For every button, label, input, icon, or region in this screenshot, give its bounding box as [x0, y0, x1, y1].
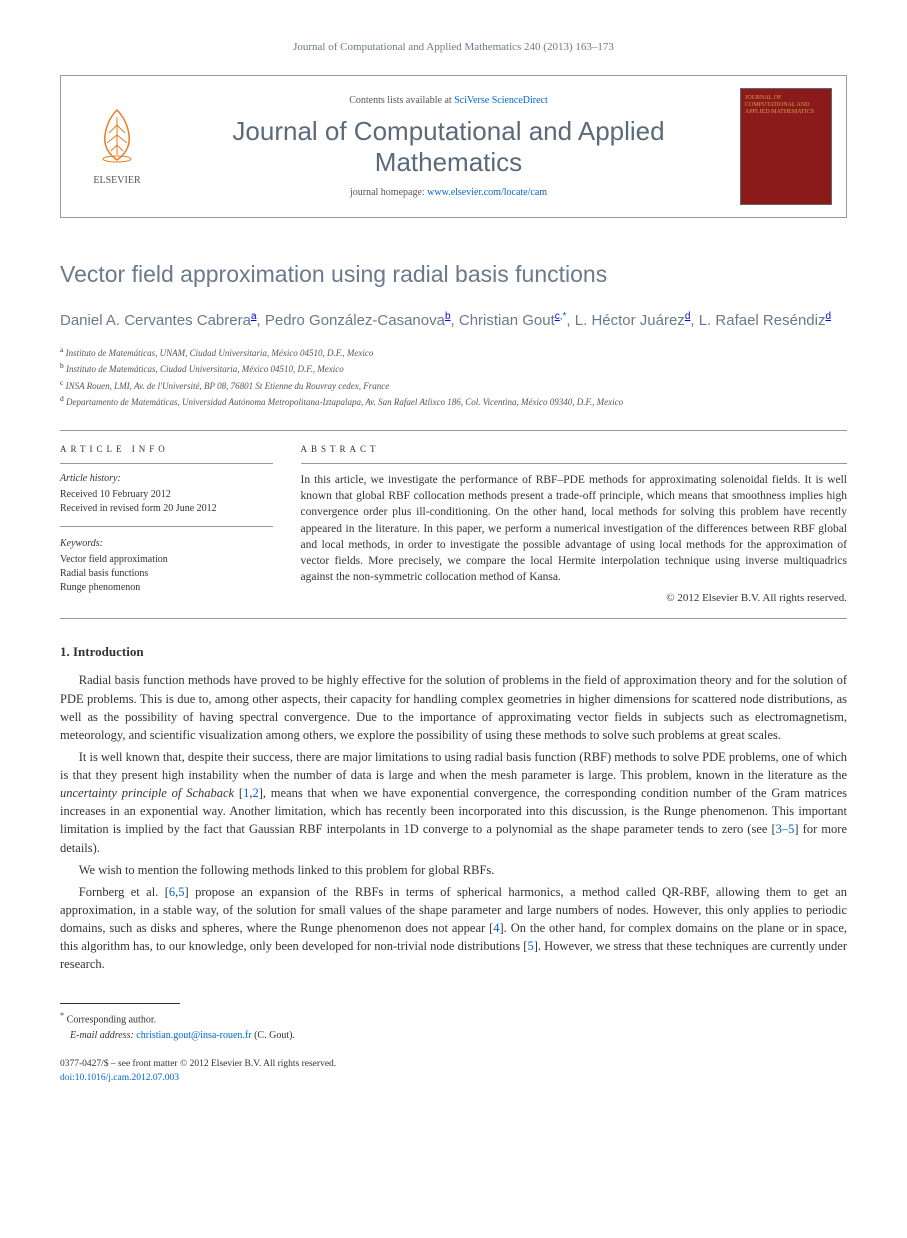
footer-block: 0377-0427/$ – see front matter © 2012 El… [60, 1057, 847, 1086]
author-5-aff: d [825, 311, 831, 322]
author-5: L. Rafael Reséndiz [699, 312, 826, 329]
publisher-block: ELSEVIER [77, 105, 157, 188]
received-date: Received 10 February 2012 [60, 488, 273, 502]
author-1-aff: a [251, 311, 257, 322]
affiliations: a Instituto de Matemáticas, UNAM, Ciudad… [60, 344, 847, 410]
homepage-link[interactable]: www.elsevier.com/locate/cam [427, 187, 547, 198]
author-3: Christian Gout [459, 312, 555, 329]
footnotes: * Corresponding author. E-mail address: … [60, 1010, 847, 1042]
cover-thumbnail: JOURNAL OF COMPUTATIONAL AND APPLIED MAT… [740, 88, 830, 205]
article-history: Article history: Received 10 February 20… [60, 472, 273, 527]
footnote-separator [60, 1003, 180, 1004]
affiliation-c: c INSA Rouen, LMI, Av. de l'Université, … [60, 377, 847, 393]
masthead-center: Contents lists available at SciVerse Sci… [157, 94, 740, 200]
author-4: L. Héctor Juárez [575, 312, 685, 329]
publisher-name: ELSEVIER [77, 174, 157, 188]
revised-date: Received in revised form 20 June 2012 [60, 502, 273, 516]
author-3-aff: c,* [555, 311, 567, 322]
abstract-copyright: © 2012 Elsevier B.V. All rights reserved… [301, 591, 847, 606]
homepage-line: journal homepage: www.elsevier.com/locat… [157, 186, 740, 200]
ref-3-5[interactable]: 3–5 [776, 822, 795, 836]
doi-link[interactable]: doi:10.1016/j.cam.2012.07.003 [60, 1073, 179, 1083]
keywords-block: Keywords: Vector field approximation Rad… [60, 537, 273, 595]
section-1-body: Radial basis function methods have prove… [60, 671, 847, 973]
intro-para-2: It is well known that, despite their suc… [60, 748, 847, 857]
cover-text: JOURNAL OF COMPUTATIONAL AND APPLIED MAT… [741, 89, 831, 121]
doi-line: doi:10.1016/j.cam.2012.07.003 [60, 1071, 847, 1085]
masthead: ELSEVIER Contents lists available at Sci… [60, 75, 847, 218]
history-label: Article history: [60, 472, 273, 486]
affiliation-d: d Departamento de Matemáticas, Universid… [60, 393, 847, 409]
affiliation-b: b Instituto de Matemáticas, Ciudad Unive… [60, 360, 847, 376]
keywords-label: Keywords: [60, 537, 273, 551]
abstract-heading: ABSTRACT [301, 443, 847, 456]
email-line: E-mail address: christian.gout@insa-roue… [60, 1028, 847, 1043]
running-header: Journal of Computational and Applied Mat… [60, 40, 847, 55]
article-info: ARTICLE INFO Article history: Received 1… [60, 431, 285, 619]
article-title: Vector field approximation using radial … [60, 258, 847, 290]
keyword-1: Vector field approximation [60, 553, 273, 567]
intro-para-3: We wish to mention the following methods… [60, 861, 847, 879]
intro-para-1: Radial basis function methods have prove… [60, 671, 847, 744]
section-1-heading: 1. Introduction [60, 643, 847, 661]
keyword-2: Radial basis functions [60, 567, 273, 581]
contents-line: Contents lists available at SciVerse Sci… [157, 94, 740, 108]
homepage-prefix: journal homepage: [350, 187, 427, 198]
article-info-heading: ARTICLE INFO [60, 443, 273, 456]
authors: Daniel A. Cervantes Cabreraa, Pedro Gonz… [60, 309, 847, 333]
author-2: Pedro González-Casanova [265, 312, 445, 329]
abstract: ABSTRACT In this article, we investigate… [285, 431, 847, 619]
author-1: Daniel A. Cervantes Cabrera [60, 312, 251, 329]
elsevier-tree-icon [87, 105, 147, 165]
journal-title: Journal of Computational and Applied Mat… [157, 116, 740, 178]
corresponding-author: * Corresponding author. [60, 1010, 847, 1027]
intro-para-4: Fornberg et al. [6,5] propose an expansi… [60, 883, 847, 974]
author-4-aff: d [685, 311, 691, 322]
info-abstract-row: ARTICLE INFO Article history: Received 1… [60, 430, 847, 620]
affiliation-a: a Instituto de Matemáticas, UNAM, Ciudad… [60, 344, 847, 360]
abstract-text: In this article, we investigate the perf… [301, 472, 847, 585]
issn-line: 0377-0427/$ – see front matter © 2012 El… [60, 1057, 847, 1071]
contents-prefix: Contents lists available at [349, 95, 454, 106]
author-2-aff: b [445, 311, 451, 322]
email-link[interactable]: christian.gout@insa-rouen.fr [136, 1030, 251, 1041]
keyword-3: Runge phenomenon [60, 581, 273, 595]
sciencedirect-link[interactable]: SciVerse ScienceDirect [454, 95, 548, 106]
